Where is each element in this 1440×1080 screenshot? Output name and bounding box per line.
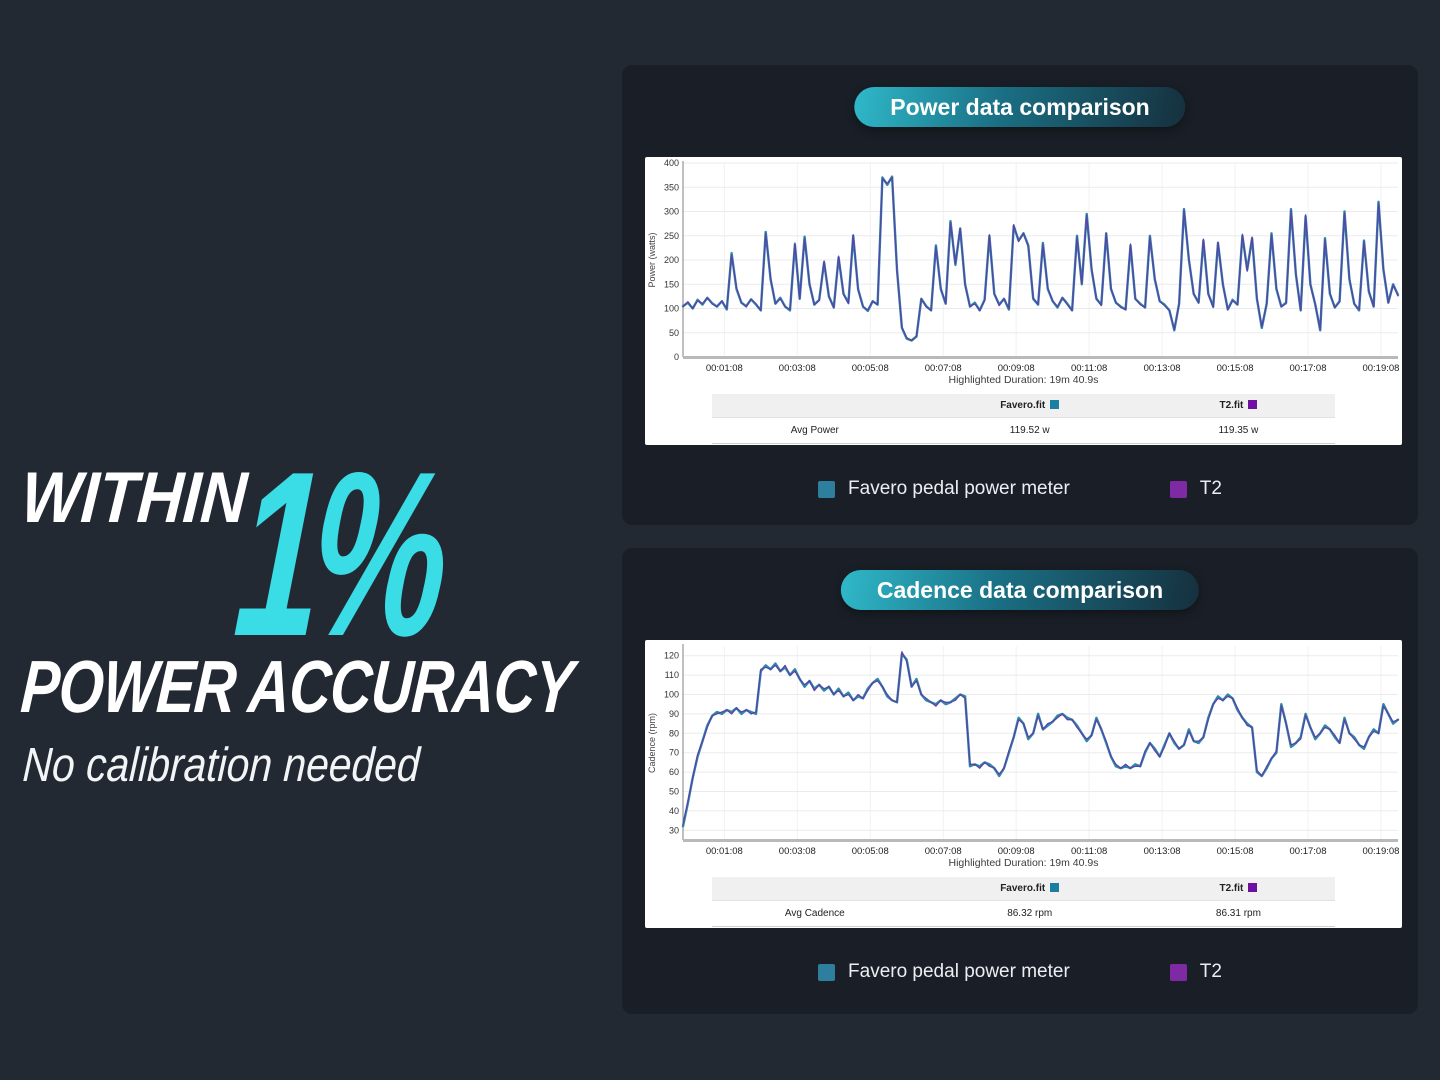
cadence-highlighted-duration: Highlighted Duration: 19m 40.9s bbox=[948, 857, 1099, 869]
svg-text:70: 70 bbox=[669, 748, 679, 758]
avg-cadence-label: Avg Cadence bbox=[712, 900, 918, 927]
power-chart-card: 00:01:08 00:03:08 00:05:08 00:07:08 00:09:08… bbox=[645, 157, 1402, 445]
svg-text:50: 50 bbox=[669, 328, 679, 338]
favero-color-swatch bbox=[818, 480, 836, 498]
t2-file-label: T2.fit bbox=[1219, 883, 1244, 894]
svg-text:00:15:08: 00:15:08 bbox=[1217, 846, 1254, 857]
summary-favero-header: Favero.fit bbox=[917, 394, 1142, 418]
legend-item-t2: T2 bbox=[1169, 961, 1222, 983]
svg-text:80: 80 bbox=[669, 728, 679, 738]
svg-text:00:11:08: 00:11:08 bbox=[1071, 846, 1107, 857]
cadence-summary-table: Favero.fit T2.fit Avg Cadence 86.32 rpm … bbox=[712, 877, 1335, 927]
svg-text:110: 110 bbox=[665, 670, 679, 680]
cadence-panel-title: Cadence data comparison bbox=[876, 577, 1164, 603]
svg-text:350: 350 bbox=[664, 182, 679, 192]
t2-legend-label: T2 bbox=[1199, 478, 1222, 499]
svg-text:00:09:08: 00:09:08 bbox=[998, 846, 1035, 857]
cadence-legend: Favero pedal power meter T2 bbox=[622, 961, 1418, 983]
svg-text:00:15:08: 00:15:08 bbox=[1217, 363, 1254, 374]
power-comparison-panel: Power data comparison 00:01:08 00:03:08 00… bbox=[622, 65, 1418, 525]
cadence-line-chart: 00:01:08 00:03:08 00:05:08 00:07:08 00:09:08… bbox=[647, 644, 1399, 857]
svg-text:00:07:08: 00:07:08 bbox=[925, 846, 962, 857]
svg-text:00:03:08: 00:03:08 bbox=[779, 846, 816, 857]
power-summary-table: Favero.fit T2.fit Avg Power 119.52 w 119… bbox=[712, 394, 1335, 444]
favero-file-label: Favero.fit bbox=[1000, 883, 1046, 894]
headline-within: WITHIN bbox=[18, 458, 250, 538]
svg-text:400: 400 bbox=[664, 158, 679, 168]
svg-text:0: 0 bbox=[674, 352, 679, 362]
svg-text:90: 90 bbox=[669, 709, 679, 719]
svg-text:40: 40 bbox=[669, 806, 679, 816]
legend-item-favero: Favero pedal power meter bbox=[818, 478, 1070, 500]
svg-text:00:19:08: 00:19:08 bbox=[1362, 846, 1399, 857]
legend-item-favero: Favero pedal power meter bbox=[818, 961, 1070, 983]
svg-text:120: 120 bbox=[664, 651, 679, 661]
headline-one-percent: 1% bbox=[228, 422, 447, 685]
avg-power-t2-value: 119.35 w bbox=[1141, 417, 1335, 444]
summary-empty-header bbox=[712, 394, 918, 418]
favero-color-swatch bbox=[818, 963, 836, 981]
svg-text:00:17:08: 00:17:08 bbox=[1290, 363, 1327, 374]
avg-cadence-t2-value: 86.31 rpm bbox=[1141, 900, 1335, 927]
t2-color-swatch bbox=[1169, 480, 1187, 498]
favero-file-swatch bbox=[1050, 400, 1060, 409]
svg-text:00:05:08: 00:05:08 bbox=[852, 363, 889, 374]
favero-file-swatch bbox=[1050, 883, 1060, 892]
cadence-panel-title-pill: Cadence data comparison bbox=[840, 570, 1200, 610]
svg-text:250: 250 bbox=[664, 231, 679, 241]
svg-text:100: 100 bbox=[664, 690, 679, 700]
avg-power-favero-value: 119.52 w bbox=[917, 417, 1142, 444]
legend-item-t2: T2 bbox=[1169, 478, 1222, 500]
svg-text:00:19:08: 00:19:08 bbox=[1362, 363, 1399, 374]
svg-text:60: 60 bbox=[669, 767, 679, 777]
summary-favero-header: Favero.fit bbox=[917, 877, 1142, 901]
power-line-chart: 00:01:08 00:03:08 00:05:08 00:07:08 00:09:08… bbox=[647, 158, 1399, 374]
headline-subtitle: No calibration needed bbox=[21, 739, 422, 792]
svg-text:200: 200 bbox=[664, 255, 679, 265]
power-legend: Favero pedal power meter T2 bbox=[622, 478, 1418, 500]
favero-legend-label: Favero pedal power meter bbox=[848, 478, 1070, 499]
summary-t2-header: T2.fit bbox=[1141, 877, 1335, 901]
t2-file-swatch bbox=[1248, 400, 1258, 409]
power-panel-title-pill: Power data comparison bbox=[854, 87, 1186, 127]
svg-text:00:17:08: 00:17:08 bbox=[1290, 846, 1327, 857]
power-panel-title: Power data comparison bbox=[890, 94, 1150, 120]
svg-text:00:03:08: 00:03:08 bbox=[779, 363, 816, 374]
svg-text:00:13:08: 00:13:08 bbox=[1144, 846, 1181, 857]
power-highlighted-duration: Highlighted Duration: 19m 40.9s bbox=[948, 374, 1099, 386]
svg-text:00:11:08: 00:11:08 bbox=[1071, 363, 1107, 374]
svg-text:00:01:08: 00:01:08 bbox=[706, 363, 743, 374]
svg-text:Power (watts): Power (watts) bbox=[647, 232, 657, 287]
t2-color-swatch bbox=[1169, 963, 1187, 981]
favero-legend-label: Favero pedal power meter bbox=[848, 961, 1070, 982]
svg-text:00:07:08: 00:07:08 bbox=[925, 363, 962, 374]
summary-header-row: Favero.fit T2.fit bbox=[712, 877, 1335, 901]
cadence-chart-card: 00:01:08 00:03:08 00:05:08 00:07:08 00:09:08… bbox=[645, 640, 1402, 928]
t2-file-swatch bbox=[1248, 883, 1258, 892]
svg-text:150: 150 bbox=[664, 279, 679, 289]
svg-text:Cadence (rpm): Cadence (rpm) bbox=[647, 713, 657, 773]
headline-power-accuracy: POWER ACCURACY bbox=[18, 645, 576, 728]
svg-text:00:09:08: 00:09:08 bbox=[998, 363, 1035, 374]
avg-power-label: Avg Power bbox=[712, 417, 918, 444]
favero-file-label: Favero.fit bbox=[1000, 400, 1046, 411]
summary-value-row: Avg Cadence 86.32 rpm 86.31 rpm bbox=[712, 900, 1335, 927]
avg-cadence-favero-value: 86.32 rpm bbox=[917, 900, 1142, 927]
summary-header-row: Favero.fit T2.fit bbox=[712, 394, 1335, 418]
svg-text:00:01:08: 00:01:08 bbox=[706, 846, 743, 857]
t2-file-label: T2.fit bbox=[1219, 400, 1244, 411]
svg-text:00:13:08: 00:13:08 bbox=[1144, 363, 1181, 374]
svg-text:00:05:08: 00:05:08 bbox=[852, 846, 889, 857]
summary-value-row: Avg Power 119.52 w 119.35 w bbox=[712, 417, 1335, 444]
t2-legend-label: T2 bbox=[1199, 961, 1222, 982]
svg-text:50: 50 bbox=[669, 787, 679, 797]
cadence-comparison-panel: Cadence data comparison 00:01:08 00:03:08… bbox=[622, 548, 1418, 1014]
summary-empty-header bbox=[712, 877, 918, 901]
summary-t2-header: T2.fit bbox=[1141, 394, 1335, 418]
svg-text:30: 30 bbox=[669, 825, 679, 835]
svg-text:100: 100 bbox=[664, 304, 679, 314]
svg-text:300: 300 bbox=[664, 207, 679, 217]
